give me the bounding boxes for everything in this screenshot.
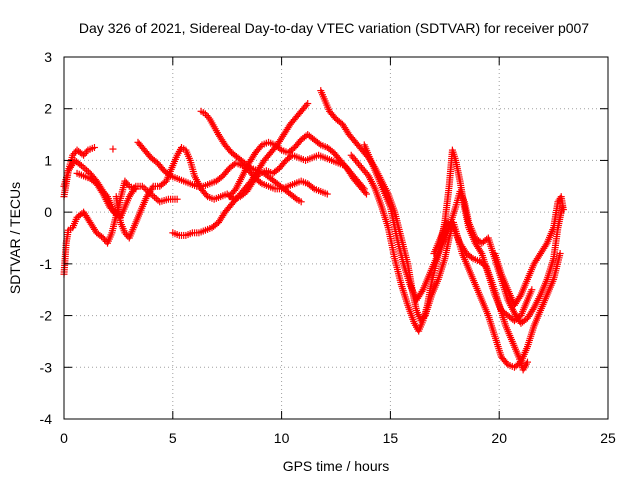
- y-tick-label: -4: [40, 411, 53, 427]
- data-point: [523, 358, 531, 366]
- y-tick-label: -2: [40, 308, 53, 324]
- data-point: [98, 188, 106, 196]
- y-axis-label: SDTVAR / TECUs: [7, 182, 23, 294]
- y-tick-label: 2: [44, 101, 52, 117]
- data-point: [559, 206, 567, 214]
- data-point: [528, 286, 536, 294]
- x-tick-label: 0: [60, 430, 68, 446]
- data-point: [112, 211, 120, 219]
- plot-frame: [63, 56, 609, 420]
- data-point: [516, 293, 524, 301]
- y-tick-label: -1: [40, 256, 53, 272]
- data-point: [165, 171, 173, 179]
- data-point: [418, 287, 426, 295]
- data-point: [363, 170, 371, 178]
- x-axis-label: GPS time / hours: [283, 458, 390, 474]
- data-point: [173, 195, 181, 203]
- data-point: [542, 241, 550, 249]
- x-tick-label: 15: [383, 430, 399, 446]
- data-point: [148, 184, 156, 192]
- x-tick-label: 25: [600, 430, 616, 446]
- y-tick-label: 3: [44, 49, 52, 65]
- data-point: [276, 145, 284, 153]
- data-point: [467, 253, 475, 261]
- data-point: [297, 198, 305, 206]
- chart-title: Day 326 of 2021, Sidereal Day-to-day VTE…: [79, 20, 589, 36]
- data-point: [132, 185, 140, 193]
- data-point: [82, 148, 90, 156]
- y-tick-label: 1: [44, 152, 52, 168]
- data-point: [302, 101, 310, 109]
- data-point: [111, 209, 119, 217]
- x-tick-label: 10: [274, 430, 290, 446]
- data-point: [304, 100, 312, 108]
- data-point: [98, 233, 106, 241]
- x-tick-label: 20: [491, 430, 507, 446]
- y-tick-label: 0: [44, 204, 52, 220]
- data-point: [361, 188, 369, 196]
- data-point: [315, 140, 323, 148]
- data-point: [529, 306, 537, 314]
- x-tick-label: 5: [169, 430, 177, 446]
- data-point: [291, 194, 299, 202]
- data-point: [90, 144, 98, 151]
- axis-ticks: 0 5 10 15 20 25 -4 -3 -2 -1 0 1 2 3: [40, 49, 616, 446]
- data-point: [109, 145, 117, 153]
- data-point: [323, 190, 331, 198]
- y-tick-label: -3: [40, 359, 53, 375]
- data-points: [60, 87, 567, 374]
- data-point: [204, 113, 212, 121]
- data-point: [124, 181, 132, 189]
- data-point: [556, 250, 564, 258]
- data-point: [256, 178, 264, 186]
- data-point: [309, 184, 317, 192]
- data-point: [477, 248, 485, 256]
- data-point: [362, 190, 370, 198]
